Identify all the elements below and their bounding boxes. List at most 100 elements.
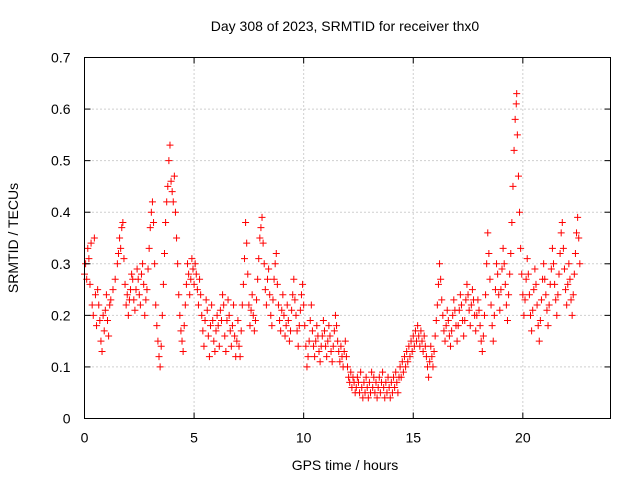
data-point (448, 327, 456, 335)
data-point (230, 301, 238, 309)
data-point (174, 260, 182, 268)
data-point (100, 327, 108, 335)
data-point (543, 306, 551, 314)
data-point (231, 332, 239, 340)
data-point (463, 280, 471, 288)
y-tick-label: 0.3 (51, 256, 71, 272)
data-point (222, 347, 230, 355)
data-point (464, 291, 472, 299)
data-point (156, 363, 164, 371)
data-point (285, 337, 293, 345)
data-point (237, 327, 245, 335)
data-point (280, 311, 288, 319)
data-point (186, 291, 194, 299)
data-point (292, 311, 300, 319)
data-point (397, 373, 405, 381)
data-point (418, 337, 426, 345)
data-point (281, 332, 289, 340)
data-point (243, 239, 251, 247)
data-point (498, 265, 506, 273)
chart-title: Day 308 of 2023, SRMTID for receiver thx… (211, 18, 480, 34)
data-point (246, 322, 254, 330)
data-point (323, 353, 331, 361)
data-point (557, 229, 565, 237)
data-point (516, 208, 524, 216)
data-point (171, 208, 179, 216)
data-point (472, 327, 480, 335)
data-point (473, 311, 481, 319)
data-point (438, 296, 446, 304)
data-point (289, 291, 297, 299)
x-tick-label: 15 (405, 430, 421, 446)
data-point (134, 275, 142, 283)
data-point (310, 342, 318, 350)
data-point (496, 306, 504, 314)
data-point (144, 265, 152, 273)
data-point (433, 301, 441, 309)
data-point (148, 198, 156, 206)
data-point (179, 347, 187, 355)
data-point (259, 239, 267, 247)
data-point (414, 322, 422, 330)
x-tick-label: 20 (515, 430, 531, 446)
data-point (426, 358, 434, 366)
data-point (511, 115, 519, 123)
data-point (522, 275, 530, 283)
data-point (120, 255, 128, 263)
data-point (513, 131, 521, 139)
data-point (95, 301, 103, 309)
data-point (420, 332, 428, 340)
data-point (294, 342, 302, 350)
data-point (210, 337, 218, 345)
data-point (308, 327, 316, 335)
data-point (177, 327, 185, 335)
data-point (278, 306, 286, 314)
data-point (553, 311, 561, 319)
data-point (554, 291, 562, 299)
data-point (547, 265, 555, 273)
data-point (495, 291, 503, 299)
data-point (187, 275, 195, 283)
data-point (555, 270, 563, 278)
data-point (365, 378, 373, 386)
data-point (575, 234, 583, 242)
data-point (562, 286, 570, 294)
data-point (503, 317, 511, 325)
data-point (150, 219, 158, 227)
data-point (214, 322, 222, 330)
data-point (297, 291, 305, 299)
data-point (325, 322, 333, 330)
data-point (574, 213, 582, 221)
data-point (265, 265, 273, 273)
data-point (535, 337, 543, 345)
data-point (199, 327, 207, 335)
data-point (184, 260, 192, 268)
data-point (569, 291, 577, 299)
data-point (327, 347, 335, 355)
data-point (531, 265, 539, 273)
data-point (483, 260, 491, 268)
data-point (123, 291, 131, 299)
data-point (330, 327, 338, 335)
data-point (260, 260, 268, 268)
data-point (376, 389, 384, 397)
data-point (328, 358, 336, 366)
data-point (188, 255, 196, 263)
data-point (456, 291, 464, 299)
data-point (207, 322, 215, 330)
data-point (303, 363, 311, 371)
data-point (227, 342, 235, 350)
data-point (493, 260, 501, 268)
data-point (316, 358, 324, 366)
data-point (368, 368, 376, 376)
y-tick-label: 0.2 (51, 307, 71, 323)
data-point (527, 311, 535, 319)
data-point (545, 301, 553, 309)
data-point (326, 332, 334, 340)
data-point (507, 249, 515, 257)
data-point (431, 332, 439, 340)
data-point (299, 280, 307, 288)
data-point (234, 317, 242, 325)
data-point (109, 286, 117, 294)
x-tick-label: 0 (81, 430, 89, 446)
